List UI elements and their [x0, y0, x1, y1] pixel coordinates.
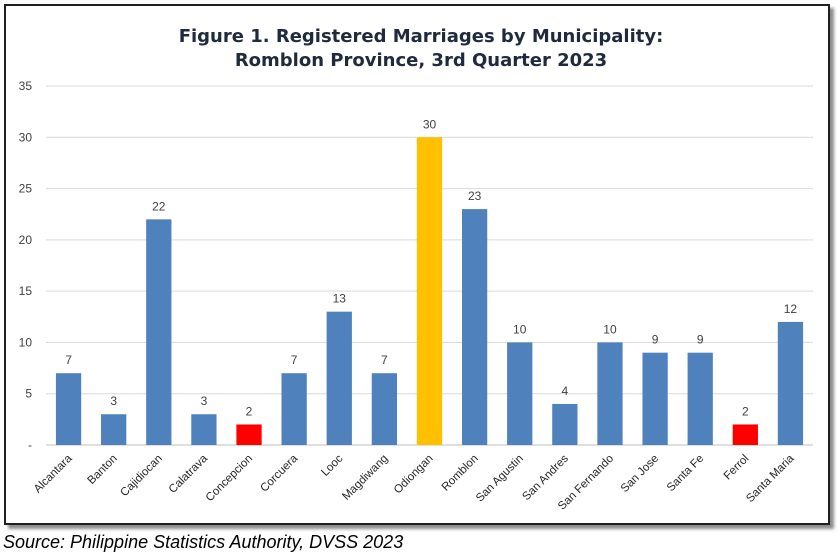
- bar: [777, 321, 804, 445]
- bar: [55, 373, 82, 445]
- data-label: 7: [65, 353, 72, 367]
- bar: [191, 414, 217, 445]
- y-tick-label: 10: [19, 335, 33, 349]
- bar: [371, 373, 398, 445]
- bar: [461, 209, 488, 445]
- bar: [281, 373, 307, 445]
- category-label: Santa Maria: [744, 452, 797, 505]
- bar: [146, 219, 172, 445]
- data-label: 12: [784, 302, 798, 316]
- data-label: 3: [201, 394, 208, 408]
- bar: [597, 342, 623, 445]
- y-tick-label: 25: [19, 182, 33, 196]
- category-label: Alcantara: [32, 452, 75, 495]
- source-note: Source: Philippine Statistics Authority,…: [3, 532, 404, 552]
- data-label: 3: [110, 394, 117, 408]
- data-label: 9: [652, 333, 659, 347]
- data-label: 10: [603, 322, 617, 336]
- data-label: 9: [697, 333, 704, 347]
- y-axis-ticks: - 5 10 15 20 25 30 35: [19, 79, 33, 452]
- data-label: 7: [381, 353, 388, 367]
- bars: [55, 137, 804, 446]
- category-label: Corcuera: [258, 452, 300, 494]
- bar: [507, 342, 533, 445]
- bar: [416, 137, 443, 446]
- y-tick-label: 35: [19, 79, 33, 93]
- category-label: Concepcion: [204, 453, 255, 504]
- bar-chart: Figure 1. Registered Marriages by Munici…: [19, 26, 813, 513]
- bar: [101, 414, 127, 445]
- category-label: Odiongan: [392, 453, 436, 497]
- category-label: Cajidiocan: [118, 453, 164, 499]
- data-label: 23: [468, 189, 482, 203]
- category-label: Looc: [319, 452, 345, 478]
- bar: [552, 403, 578, 445]
- bar: [642, 352, 668, 445]
- y-tick-label: 20: [19, 233, 33, 247]
- y-tick-label: 5: [25, 387, 32, 401]
- data-label: 10: [513, 322, 527, 336]
- y-tick-label: -: [28, 438, 32, 452]
- data-label: 2: [246, 404, 253, 418]
- data-label: 30: [423, 117, 437, 131]
- data-label: 2: [742, 404, 749, 418]
- category-label: Santa Fe: [665, 453, 706, 494]
- category-label: San Jose: [619, 453, 661, 495]
- bar: [326, 311, 352, 445]
- category-label: Magdiwang: [340, 453, 390, 503]
- bar: [236, 424, 262, 445]
- y-tick-label: 15: [19, 284, 33, 298]
- data-label: 22: [152, 199, 166, 213]
- data-label: 4: [562, 384, 569, 398]
- data-labels: 7 3 22 3 2 7 13 7 30 23 10 4 10 9 9 2 12: [65, 117, 797, 418]
- category-label: Romblon: [440, 453, 481, 494]
- bar: [732, 424, 758, 445]
- bar: [687, 352, 713, 445]
- category-label: Calatrava: [167, 452, 211, 496]
- y-tick-label: 30: [19, 130, 33, 144]
- data-label: 7: [291, 353, 298, 367]
- chart-frame: Figure 1. Registered Marriages by Munici…: [4, 4, 830, 525]
- category-label: Ferrol: [722, 453, 752, 483]
- chart-title: Figure 1. Registered Marriages by Munici…: [179, 26, 664, 47]
- category-label: Banton: [86, 453, 120, 487]
- chart-subtitle: Romblon Province, 3rd Quarter 2023: [235, 50, 607, 71]
- data-label: 13: [333, 292, 347, 306]
- category-label: San Agustin: [474, 453, 526, 505]
